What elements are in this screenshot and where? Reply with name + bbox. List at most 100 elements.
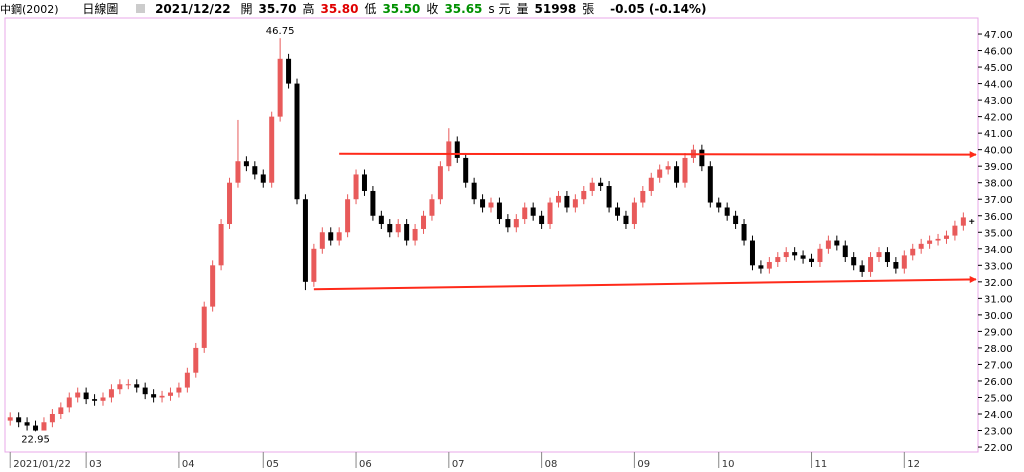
candle-body — [378, 215, 384, 225]
y-tick-label: 34.00 — [984, 245, 1013, 256]
candle-body — [707, 166, 713, 203]
candle-body — [851, 257, 857, 266]
candle-body — [142, 387, 148, 395]
header: 中鋼(2002) 日線圖 2021/12/22 開 35.70 高 35.80 低 35.… — [0, 0, 1024, 18]
candle-body — [893, 262, 899, 269]
candle-body — [741, 224, 747, 241]
candle-body — [817, 248, 823, 263]
x-tick-label: 05 — [266, 459, 279, 470]
y-tick-label: 23.00 — [984, 427, 1013, 438]
plot-border — [4, 17, 979, 453]
candle-body — [7, 417, 13, 421]
extreme-label: 46.75 — [266, 26, 295, 37]
candle-body — [733, 215, 739, 225]
trendline — [313, 275, 977, 291]
candle-body — [117, 384, 123, 390]
candle-body — [92, 399, 98, 401]
candle-body — [193, 347, 199, 373]
candle-body — [539, 215, 545, 225]
candle-body — [631, 202, 637, 225]
y-tick-label: 36.00 — [984, 212, 1013, 223]
candle-body — [825, 240, 831, 249]
y-tick-label: 30.00 — [984, 311, 1013, 322]
candle-body — [623, 215, 629, 225]
x-tick-label: 09 — [637, 459, 650, 470]
candle-body — [749, 240, 755, 266]
candle-body — [766, 262, 772, 269]
candle-body — [345, 199, 351, 233]
candle-body — [100, 397, 106, 401]
candle-body — [859, 265, 865, 272]
candle-body — [83, 392, 89, 400]
y-tick-label: 40.00 — [984, 146, 1013, 157]
candle-body — [496, 202, 502, 220]
candle-body — [505, 219, 511, 228]
y-tick-label: 47.00 — [984, 30, 1013, 41]
candle-body — [834, 240, 840, 246]
candle-body — [243, 161, 249, 167]
y-tick-label: 38.00 — [984, 179, 1013, 190]
candle-body — [294, 83, 300, 200]
candle-body — [218, 224, 224, 266]
candle-body — [302, 199, 308, 282]
y-tick-label: 39.00 — [984, 162, 1013, 173]
candle-body — [336, 232, 342, 241]
x-tick-label: 08 — [545, 459, 558, 470]
x-tick-label: 04 — [182, 459, 195, 470]
candle-body — [412, 228, 418, 241]
y-tick-label: 24.00 — [984, 410, 1013, 421]
candle-body — [16, 417, 22, 423]
candle-body — [353, 174, 359, 200]
candle-body — [935, 238, 941, 241]
candle-body — [429, 199, 435, 216]
y-tick-label: 25.00 — [984, 393, 1013, 404]
y-tick-label: 46.00 — [984, 47, 1013, 58]
candle-body — [927, 240, 933, 244]
candle-body — [361, 174, 367, 191]
field-value: 35.70 — [258, 2, 297, 16]
candle-body — [530, 207, 536, 216]
candle-body — [918, 243, 924, 249]
field-label: 高 — [302, 2, 315, 16]
x-tick-label: 11 — [815, 459, 828, 470]
candle-body — [41, 422, 47, 431]
period: 日線圖 — [82, 2, 119, 16]
candle-body — [488, 202, 494, 208]
x-tick-label: 2021/01/22 — [13, 459, 71, 470]
candle-body — [269, 116, 275, 183]
candle-body — [395, 224, 401, 233]
candle-body — [657, 169, 663, 178]
y-tick-label: 37.00 — [984, 195, 1013, 206]
change: -0.05 (-0.14%) — [610, 2, 707, 16]
field-unit: 張 — [582, 2, 595, 16]
candle-body — [125, 384, 131, 386]
candle-body — [235, 161, 241, 183]
y-tick-label: 42.00 — [984, 113, 1013, 124]
y-tick-label: 41.00 — [984, 129, 1013, 140]
field-value: 35.65 — [444, 2, 483, 16]
y-tick-label: 33.00 — [984, 261, 1013, 272]
field-label: 收 — [426, 2, 439, 16]
candle-body — [809, 258, 815, 263]
candle-body — [581, 190, 587, 200]
y-tick-label: 44.00 — [984, 80, 1013, 91]
candle-body — [615, 207, 621, 216]
extreme-label: 22.95 — [21, 434, 50, 445]
candle-body — [328, 232, 334, 241]
candle-body — [783, 252, 789, 258]
candle-body — [758, 265, 764, 269]
field-label: 開 — [240, 2, 253, 16]
candle-body — [943, 235, 949, 239]
y-tick-label: 22.00 — [984, 443, 1013, 454]
candle-body — [66, 397, 72, 408]
candle-body — [277, 58, 283, 117]
y-tick-label: 45.00 — [984, 63, 1013, 74]
candle-body — [454, 141, 460, 158]
candle-body — [884, 252, 890, 263]
candle-body — [513, 219, 519, 228]
y-tick-label: 35.00 — [984, 228, 1013, 239]
candle-body — [775, 257, 781, 263]
candle-body — [842, 245, 848, 258]
candle-body — [159, 395, 165, 398]
candle-body — [404, 224, 410, 241]
